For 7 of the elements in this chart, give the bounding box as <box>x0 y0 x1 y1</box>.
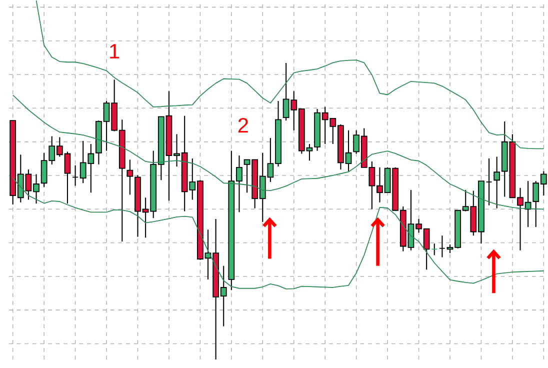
text: 1 <box>110 44 120 58</box>
candlestick <box>126 158 134 195</box>
candlestick <box>494 156 500 209</box>
candlestick <box>438 234 446 258</box>
candlestick <box>72 164 78 186</box>
annotation: 2 <box>238 118 248 132</box>
candlestick <box>486 158 492 206</box>
